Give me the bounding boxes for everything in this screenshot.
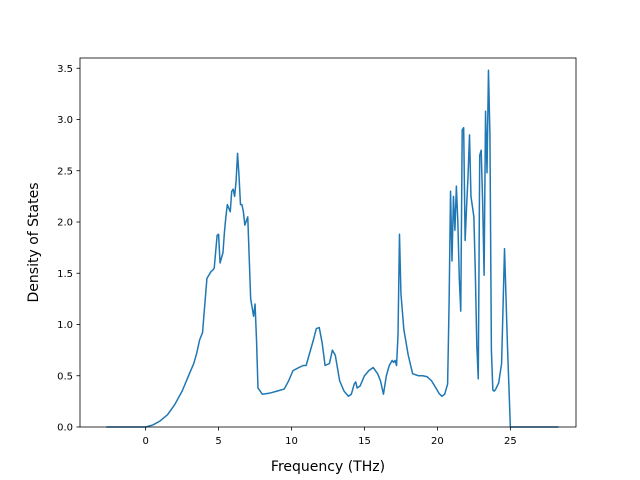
x-tick-label: 0	[142, 436, 148, 447]
y-axis-label: Density of States	[26, 183, 42, 303]
x-tick-label: 5	[215, 436, 221, 447]
x-tick-label: 10	[285, 436, 298, 447]
y-tick-label: 2.5	[57, 166, 73, 177]
x-axis-ticks: 0 5 10 15 20 25	[142, 427, 517, 447]
y-tick-label: 0.0	[57, 423, 73, 434]
x-axis-label: Frequency (THz)	[271, 459, 385, 475]
y-tick-label: 2.0	[57, 218, 73, 229]
x-tick-label: 20	[431, 436, 444, 447]
y-tick-label: 3.5	[57, 64, 73, 75]
y-tick-label: 1.0	[57, 320, 73, 331]
series-layer	[106, 69, 559, 428]
series-line-0	[106, 69, 559, 428]
y-tick-label: 0.5	[57, 371, 73, 382]
x-tick-label: 25	[504, 436, 517, 447]
plot-frame	[79, 57, 577, 428]
y-axis-ticks: 0.0 0.5 1.0 1.5 2.0 2.5 3.0 3.5	[57, 64, 80, 434]
y-tick-label: 3.0	[57, 115, 73, 126]
x-tick-label: 15	[358, 436, 371, 447]
y-tick-label: 1.5	[57, 269, 73, 280]
